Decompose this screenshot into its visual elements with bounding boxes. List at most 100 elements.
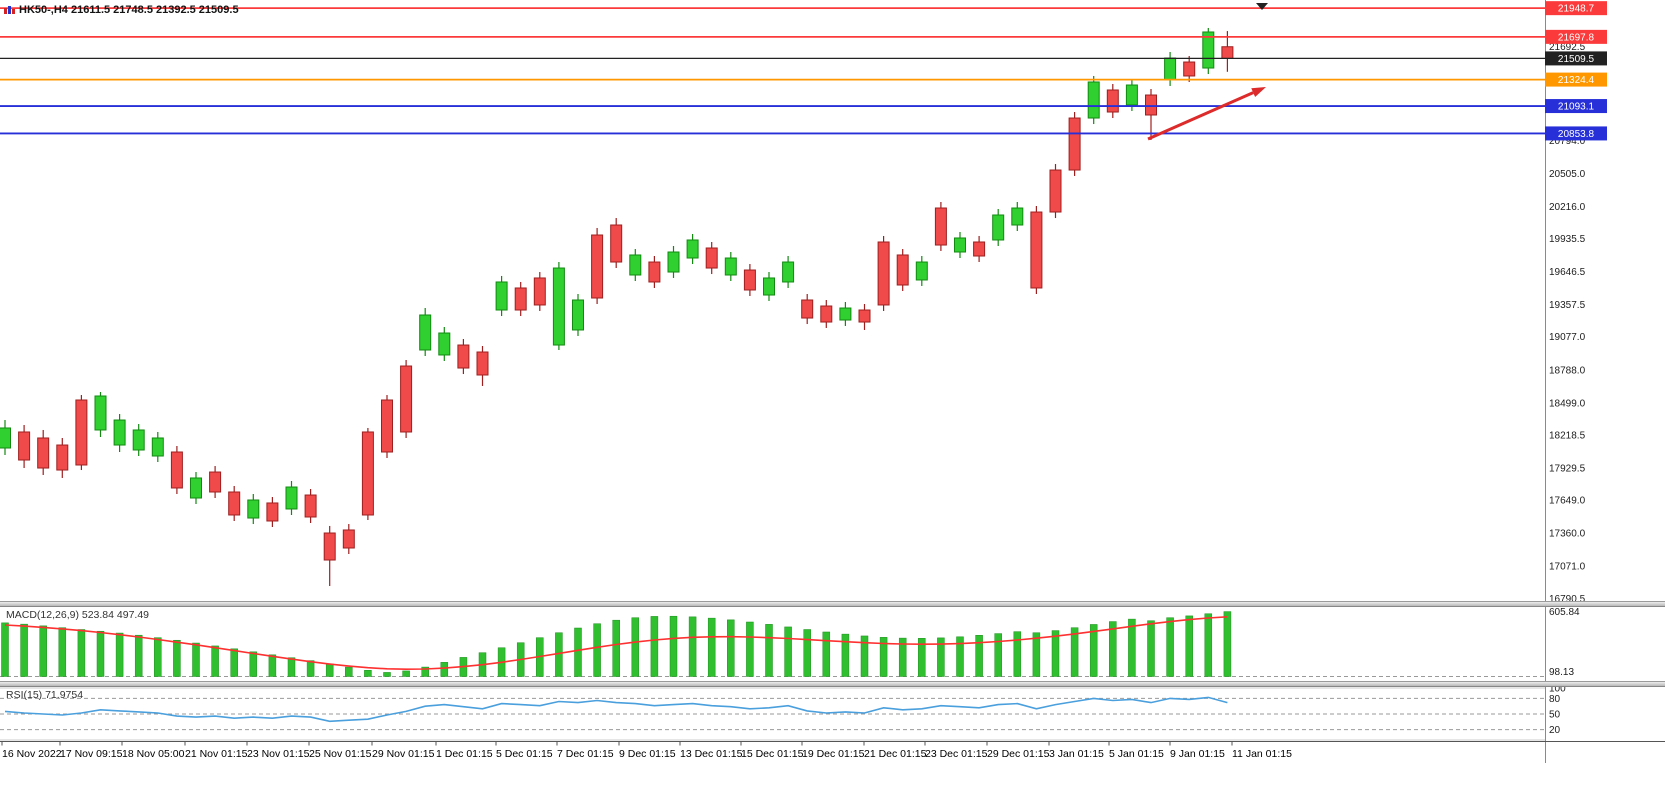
macd-axis-label: 98.13 xyxy=(1549,667,1574,678)
price-level-tag-label: 20853.8 xyxy=(1558,129,1595,140)
macd-histogram-bar xyxy=(364,670,372,677)
macd-histogram-bar xyxy=(325,663,334,677)
macd-histogram-bar xyxy=(383,672,391,677)
candle-body-bull xyxy=(247,499,260,519)
macd-histogram-bar xyxy=(192,642,200,677)
macd-histogram-bar xyxy=(727,619,735,677)
time-axis-label: 7 Dec 01:15 xyxy=(557,748,614,760)
macd-histogram-bar xyxy=(1032,632,1041,677)
price-scale-label: 16790.5 xyxy=(1549,594,1586,605)
macd-histogram-bar xyxy=(1,622,9,677)
candle-body-bull xyxy=(992,214,1005,241)
candle-body-bull xyxy=(724,257,737,276)
candle-body-bear xyxy=(400,365,413,433)
time-axis-label: 1 Dec 01:15 xyxy=(436,748,493,760)
macd-histogram-bar xyxy=(1166,617,1174,677)
price-scale-label: 17929.5 xyxy=(1549,464,1586,475)
candle-body-bear xyxy=(1030,211,1043,289)
price-scale-label: 18218.5 xyxy=(1549,430,1586,441)
time-axis-label: 3 Jan 01:15 xyxy=(1049,748,1104,760)
macd-histogram-bar xyxy=(784,626,792,677)
macd-indicator-label: MACD(12,26,9) 523.84 497.49 xyxy=(6,609,150,621)
candle-body-bull xyxy=(1011,207,1024,226)
macd-histogram-bar xyxy=(211,645,219,677)
candle-body-bull xyxy=(132,429,145,451)
time-axis-label: 25 Nov 01:15 xyxy=(309,748,372,760)
rsi-panel-separator[interactable] xyxy=(0,681,1665,687)
macd-signal-line xyxy=(4,616,1228,671)
macd-histogram-bar xyxy=(134,634,143,677)
macd-histogram-bar xyxy=(803,629,811,677)
macd-panel-separator[interactable] xyxy=(0,601,1665,607)
candle-body-bear xyxy=(934,207,947,246)
macd-histogram-bar xyxy=(268,654,277,677)
time-axis-label: 23 Dec 01:15 xyxy=(925,748,988,760)
rsi-axis-label: 100 xyxy=(1549,684,1566,695)
candle-body-bear xyxy=(743,269,756,291)
price-level-tag xyxy=(1545,72,1607,87)
macd-histogram-bar xyxy=(154,637,162,677)
macd-histogram-bar xyxy=(841,633,850,677)
candle-body-bull xyxy=(1202,31,1215,69)
macd-histogram-bar xyxy=(1051,630,1060,677)
candle-body-bull xyxy=(190,477,202,499)
candle-body-bear xyxy=(457,344,470,369)
macd-histogram-bar xyxy=(937,637,945,677)
trend-arrow-line[interactable] xyxy=(1147,91,1254,141)
time-axis-label: 11 Jan 01:15 xyxy=(1232,748,1292,760)
macd-histogram-bar xyxy=(421,666,429,677)
macd-histogram-bar xyxy=(593,623,601,677)
time-axis-label: 21 Dec 01:15 xyxy=(864,748,927,760)
candle-body-bear xyxy=(1106,89,1119,113)
candle-body-bull xyxy=(629,254,642,276)
candle-body-bull xyxy=(763,277,775,296)
macd-histogram-bar xyxy=(631,617,640,677)
time-axis-label: 15 Dec 01:15 xyxy=(741,748,804,760)
candle-body-bear xyxy=(266,502,279,522)
rsi-axis-label: 20 xyxy=(1549,725,1561,736)
candle-body-bull xyxy=(552,267,565,346)
macd-histogram-bar xyxy=(58,627,67,677)
candle-body-bull xyxy=(94,395,107,431)
candle-body-bull xyxy=(1087,81,1100,119)
price-scale-label: 19646.5 xyxy=(1549,267,1586,278)
price-level-tag-label: 21509.5 xyxy=(1558,54,1595,65)
price-level-tag-label: 21093.1 xyxy=(1558,102,1595,113)
macd-histogram-bar xyxy=(1128,618,1136,677)
candle-body-bear xyxy=(209,471,222,493)
macd-histogram-bar xyxy=(650,616,659,677)
candle-body-bear xyxy=(858,309,871,323)
macd-histogram-bar xyxy=(746,621,754,677)
candle-body-bear xyxy=(610,224,623,263)
candle-body-bear xyxy=(56,444,69,471)
macd-histogram-bar xyxy=(440,662,449,677)
candle-body-bear xyxy=(342,529,355,549)
macd-histogram-bar xyxy=(1013,631,1022,677)
candle-body-bull xyxy=(151,437,164,457)
macd-histogram-bar xyxy=(765,624,773,677)
price-scale-label: 20505.0 xyxy=(1549,169,1586,180)
rsi-axis-label: 80 xyxy=(1549,694,1561,705)
candle-body-bull xyxy=(285,486,298,510)
price-scale-label: 17649.0 xyxy=(1549,496,1586,507)
price-level-tag xyxy=(1545,1,1607,16)
macd-histogram-bar xyxy=(574,627,582,677)
price-level-tag xyxy=(1545,29,1607,44)
macd-histogram-bar xyxy=(306,660,315,677)
time-axis-label: 23 Nov 01:15 xyxy=(247,748,310,760)
price-scale-label: 18499.0 xyxy=(1549,398,1586,409)
time-axis-label: 29 Dec 01:15 xyxy=(987,748,1050,760)
macd-histogram-bar xyxy=(402,670,410,677)
trend-arrow-head[interactable] xyxy=(1251,87,1266,98)
macd-histogram-bar xyxy=(1109,621,1117,677)
chart-shift-marker[interactable] xyxy=(1256,3,1268,10)
candle-body-bull xyxy=(782,261,795,283)
macd-histogram-bar xyxy=(612,619,620,677)
macd-histogram-bar xyxy=(115,632,124,677)
candle-body-bear xyxy=(75,399,88,466)
macd-histogram-bar xyxy=(1223,611,1232,677)
candle-body-bear xyxy=(801,299,814,319)
candle-body-bear xyxy=(820,305,833,323)
